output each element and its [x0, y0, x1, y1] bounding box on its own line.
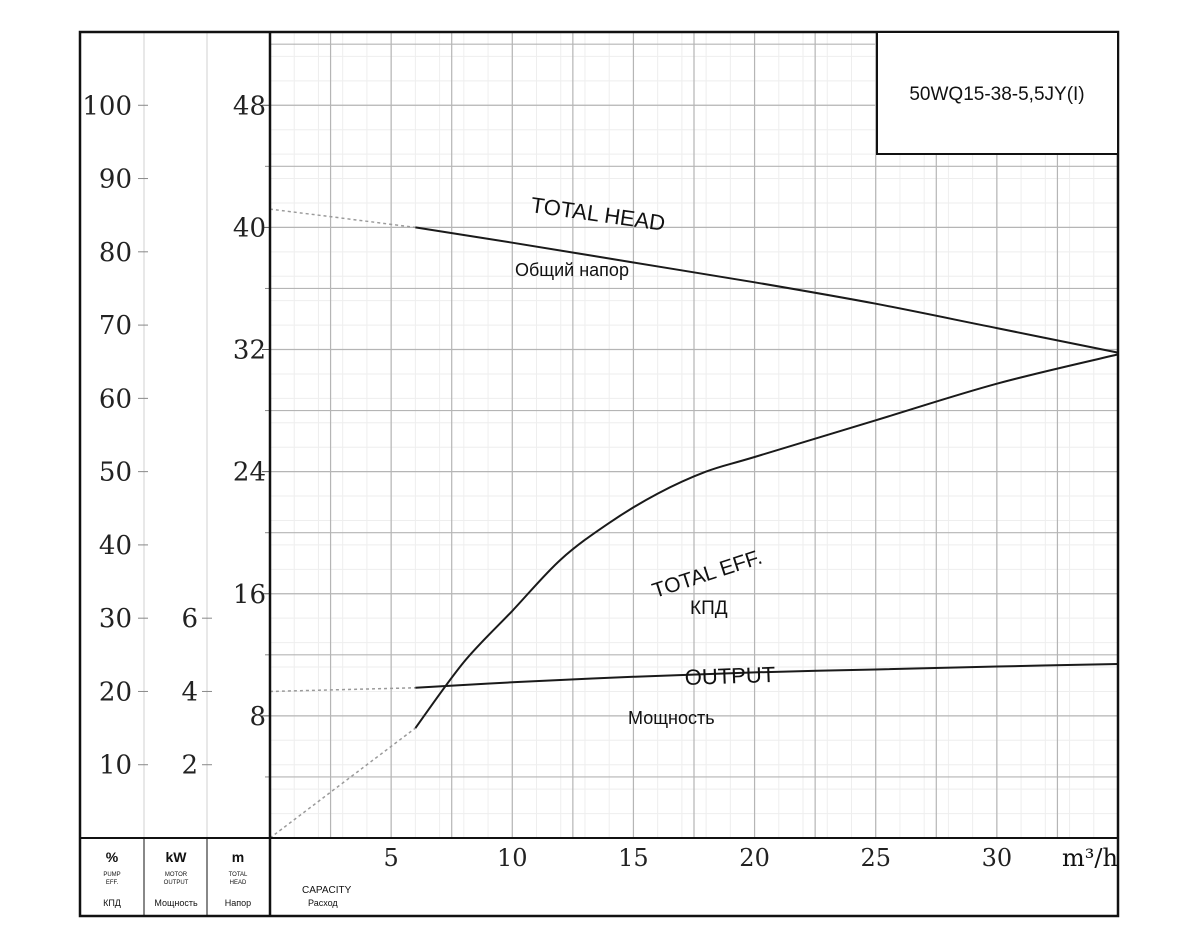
head-tick-label: 8 — [249, 702, 266, 732]
total-head-curve — [415, 226, 1119, 354]
head-tick-label: 40 — [233, 213, 266, 243]
head-tick-label: 48 — [233, 91, 266, 121]
kw-name-top: MOTOR — [165, 872, 188, 878]
axis-legend-footer: % PUMP EFF. КПД kW MOTOR OUTPUT Мощность… — [103, 849, 352, 908]
percent-tick-label: 40 — [99, 531, 132, 561]
kw-axis-labels: 2 4 6 — [181, 604, 198, 781]
percent-tick-label: 80 — [99, 238, 132, 268]
head-tick-label: 32 — [233, 336, 266, 366]
percent-tick-label: 50 — [99, 458, 132, 488]
head-tick-label: 16 — [233, 580, 266, 610]
performance-curves — [269, 208, 1119, 839]
capacity-label: CAPACITY — [302, 885, 352, 896]
pct-name-bottom: EFF. — [106, 880, 119, 886]
percent-tick-label: 20 — [99, 677, 132, 707]
kw-tick-label: 6 — [181, 604, 198, 634]
capacity-tick-label: 30 — [982, 844, 1013, 872]
percent-tick-label: 90 — [99, 165, 132, 195]
pct-ru: КПД — [103, 898, 121, 908]
pct-unit: % — [106, 849, 119, 865]
model-label: 50WQ15-38-5,5JY(I) — [909, 84, 1084, 105]
m-unit: m — [232, 849, 244, 865]
percent-tick-label: 100 — [82, 91, 132, 121]
m-name-top: TOTAL — [229, 872, 248, 878]
capacity-tick-label: 20 — [739, 844, 770, 872]
model-box: 50WQ15-38-5,5JY(I) — [876, 31, 1119, 155]
capacity-tick-label: 25 — [860, 844, 891, 872]
pct-name-top: PUMP — [103, 872, 120, 878]
output-extrapolation — [269, 687, 416, 693]
m-ru: Напор — [225, 898, 251, 908]
percent-tick-label: 60 — [99, 384, 132, 414]
capacity-axis-labels: 5 10 15 20 25 30 — [384, 844, 1013, 872]
m-name-bottom: HEAD — [230, 880, 247, 886]
percent-tick-label: 30 — [99, 604, 132, 634]
kw-tick-label: 2 — [181, 751, 198, 781]
total-eff-extrapolation — [269, 727, 416, 839]
kw-tick-label: 4 — [181, 677, 198, 707]
total-head-label-ru: Общий напор — [515, 260, 629, 280]
output-curve — [415, 663, 1119, 689]
percent-tick-label: 70 — [99, 311, 132, 341]
capacity-tick-label: 5 — [384, 844, 399, 872]
head-tick-label: 24 — [233, 458, 266, 488]
output-label-ru: Мощность — [628, 708, 715, 728]
head-axis-labels: 8 16 24 32 40 48 — [233, 91, 266, 732]
axis-tick-marks — [138, 104, 270, 778]
output-label: OUTPUT — [684, 662, 775, 690]
x-unit-label: m³/h — [1062, 844, 1118, 872]
percent-tick-label: 10 — [99, 751, 132, 781]
capacity-label-ru: Расход — [308, 898, 338, 908]
capacity-tick-label: 10 — [497, 844, 528, 872]
total-head-extrapolation — [269, 208, 416, 229]
total-eff-label-ru: КПД — [690, 598, 728, 619]
percent-axis-labels: 10 20 30 40 50 60 70 80 90 100 — [82, 91, 132, 780]
total-eff-curve — [414, 353, 1119, 729]
chart-frame — [78, 30, 1120, 918]
kw-name-bottom: OUTPUT — [164, 880, 189, 886]
kw-unit: kW — [166, 849, 188, 865]
kw-ru: Мощность — [154, 898, 198, 908]
capacity-tick-label: 15 — [618, 844, 649, 872]
